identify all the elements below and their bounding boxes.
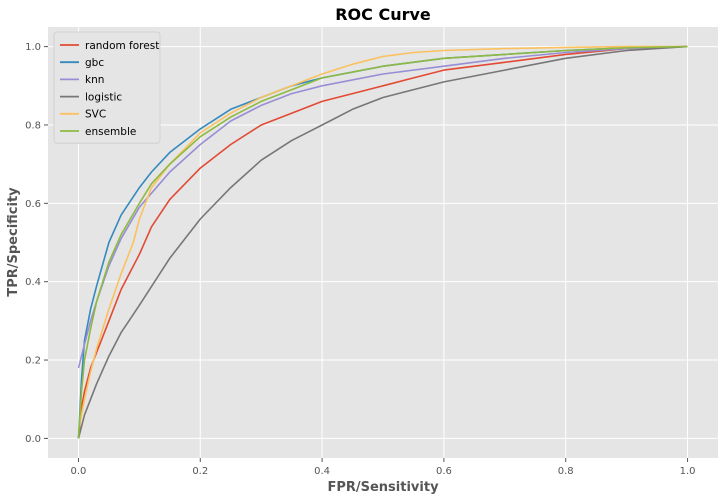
x-tick-label: 0.4 xyxy=(314,466,330,477)
y-ticks: 0.0 0.2 0.4 0.6 0.8 1.0 xyxy=(25,42,48,445)
x-axis-label: FPR/Sensitivity xyxy=(327,480,439,495)
x-tick-label: 0.2 xyxy=(192,466,208,477)
legend-label: logistic xyxy=(85,91,122,103)
legend-label: ensemble xyxy=(85,126,136,138)
y-tick-label: 0.2 xyxy=(25,356,41,367)
y-tick-label: 1.0 xyxy=(25,42,41,53)
legend-box xyxy=(53,31,161,144)
y-tick-label: 0.4 xyxy=(25,277,41,288)
y-tick-label: 0.0 xyxy=(25,434,41,445)
legend-label: knn xyxy=(85,74,104,86)
series-line-3 xyxy=(77,45,688,439)
grid xyxy=(48,27,718,458)
legend-label: gbc xyxy=(85,57,104,69)
legend-label: random forest xyxy=(85,40,159,52)
legend: random forest gbc knn logistic SVC ensemble xyxy=(53,31,161,144)
x-tick-label: 1.0 xyxy=(680,466,696,477)
y-tick-label: 0.8 xyxy=(25,120,41,131)
x-tick-label: 0.8 xyxy=(558,466,574,477)
chart-title: ROC Curve xyxy=(335,5,431,24)
series-line-2 xyxy=(77,45,688,369)
legend-label: SVC xyxy=(85,109,106,121)
x-ticks: 0.0 0.2 0.4 0.6 0.8 1.0 xyxy=(71,458,696,477)
series-line-4 xyxy=(77,45,688,431)
x-tick-label: 0.0 xyxy=(71,466,87,477)
x-tick-label: 0.6 xyxy=(436,466,452,477)
y-axis-label: TPR/Specificity xyxy=(6,187,21,297)
series-lines xyxy=(77,45,688,439)
y-tick-label: 0.6 xyxy=(25,199,41,210)
series-line-5 xyxy=(77,45,688,439)
